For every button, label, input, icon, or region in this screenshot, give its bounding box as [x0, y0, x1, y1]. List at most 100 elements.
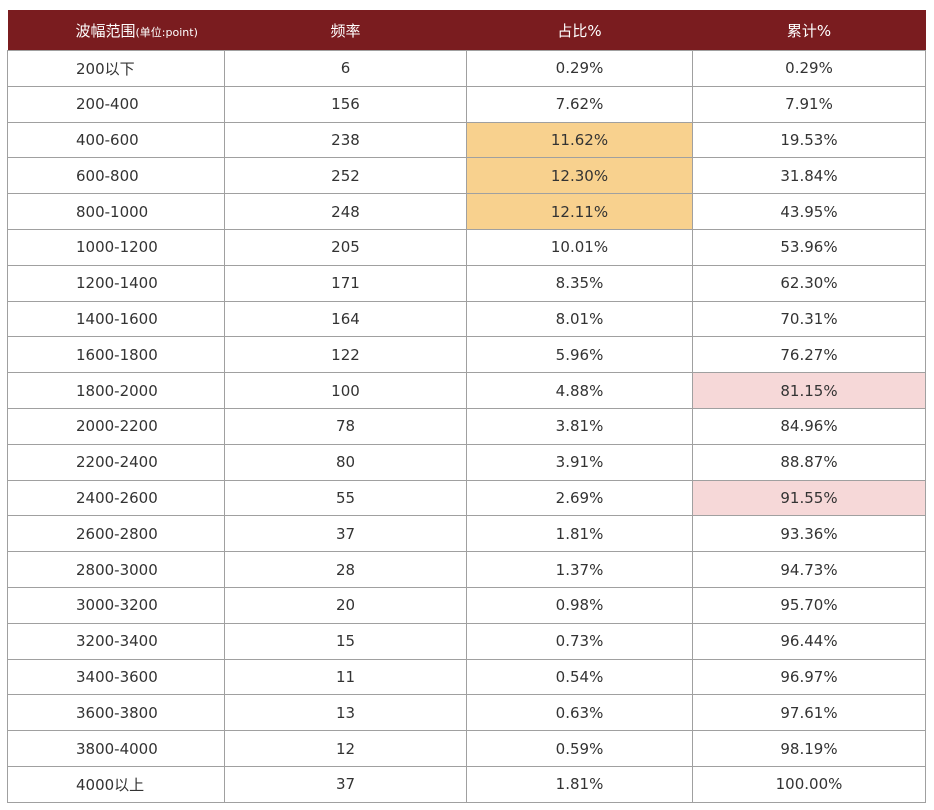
table-row: 1400-1600 164 8.01% 70.31% — [7, 300, 926, 338]
share-cell: 2.69% — [466, 479, 693, 517]
frequency-cell: 100 — [224, 372, 467, 409]
share-cell: 0.29% — [466, 50, 693, 87]
share-cell: 0.73% — [466, 622, 693, 660]
cumulative-cell: 0.29% — [692, 50, 926, 87]
table-row: 1200-1400 171 8.35% 62.30% — [7, 264, 926, 302]
range-cell: 2200-2400 — [7, 443, 225, 481]
share-cell: 5.96% — [466, 336, 693, 374]
cumulative-cell: 19.53% — [692, 121, 926, 159]
table-row: 2800-3000 28 1.37% 94.73% — [7, 551, 926, 588]
table-row: 2400-2600 55 2.69% 91.55% — [7, 479, 926, 517]
frequency-cell: 164 — [224, 300, 467, 338]
share-cell: 1.81% — [466, 515, 693, 553]
range-cell: 2000-2200 — [7, 407, 225, 445]
share-cell: 8.01% — [466, 300, 693, 338]
table-row: 1600-1800 122 5.96% 76.27% — [7, 336, 926, 374]
frequency-cell: 55 — [224, 479, 467, 517]
table-row: 4000以上 37 1.81% 100.00% — [7, 765, 926, 803]
header-row: 波幅范围(单位:point) 频率 占比% 累计% — [7, 10, 926, 51]
table-row: 1800-2000 100 4.88% 81.15% — [7, 372, 926, 409]
table-row: 800-1000 248 12.11% 43.95% — [7, 193, 926, 230]
share-cell: 0.63% — [466, 694, 693, 732]
frequency-cell: 238 — [224, 121, 467, 159]
range-cell: 1400-1600 — [7, 300, 225, 338]
frequency-cell: 20 — [224, 586, 467, 624]
cumulative-cell: 70.31% — [692, 300, 926, 338]
cumulative-cell: 43.95% — [692, 193, 926, 230]
cumulative-cell: 96.44% — [692, 622, 926, 660]
share-cell: 4.88% — [466, 372, 693, 409]
share-cell: 1.81% — [466, 765, 693, 803]
share-cell: 12.11% — [466, 193, 693, 230]
frequency-cell: 6 — [224, 50, 467, 87]
cumulative-cell: 84.96% — [692, 407, 926, 445]
cumulative-cell: 88.87% — [692, 443, 926, 481]
range-cell: 800-1000 — [7, 193, 225, 230]
cumulative-cell: 53.96% — [692, 228, 926, 266]
range-cell: 1600-1800 — [7, 336, 225, 374]
header-cell: 波幅范围(单位:point) — [7, 10, 225, 51]
share-cell: 0.59% — [466, 730, 693, 767]
header-text: 波幅范围 — [75, 21, 136, 40]
frequency-cell: 15 — [224, 622, 467, 660]
frequency-cell: 37 — [224, 515, 467, 553]
cumulative-cell: 62.30% — [692, 264, 926, 302]
frequency-cell: 248 — [224, 193, 467, 230]
range-cell: 400-600 — [7, 121, 225, 159]
table-row: 2600-2800 37 1.81% 93.36% — [7, 515, 926, 553]
range-cell: 600-800 — [7, 157, 225, 195]
header-cell: 累计% — [692, 10, 926, 51]
share-cell: 1.37% — [466, 551, 693, 588]
cumulative-cell: 31.84% — [692, 157, 926, 195]
share-cell: 7.62% — [466, 85, 693, 123]
table-row: 3400-3600 11 0.54% 96.97% — [7, 658, 926, 696]
cumulative-cell: 76.27% — [692, 336, 926, 374]
share-cell: 3.81% — [466, 407, 693, 445]
range-cell: 2400-2600 — [7, 479, 225, 517]
header-unit: (单位:point) — [135, 25, 198, 39]
frequency-cell: 122 — [224, 336, 467, 374]
cumulative-cell: 91.55% — [692, 479, 926, 517]
range-cell: 1200-1400 — [7, 264, 225, 302]
table-row: 3200-3400 15 0.73% 96.44% — [7, 622, 926, 660]
frequency-cell: 12 — [224, 730, 467, 767]
table-row: 2200-2400 80 3.91% 88.87% — [7, 443, 926, 481]
range-cell: 200以下 — [7, 50, 225, 87]
range-cell: 3800-4000 — [7, 730, 225, 767]
header-cell: 占比% — [466, 10, 693, 51]
distribution-table: 波幅范围(单位:point) 频率 占比% 累计% 200以下 6 0.29% 0.2… — [7, 10, 926, 803]
cumulative-cell: 94.73% — [692, 551, 926, 588]
share-cell: 10.01% — [466, 228, 693, 266]
table-row: 200-400 156 7.62% 7.91% — [7, 85, 926, 123]
frequency-cell: 28 — [224, 551, 467, 588]
frequency-cell: 205 — [224, 228, 467, 266]
share-cell: 11.62% — [466, 121, 693, 159]
header-cell: 频率 — [224, 10, 467, 51]
share-cell: 8.35% — [466, 264, 693, 302]
frequency-cell: 78 — [224, 407, 467, 445]
frequency-cell: 11 — [224, 658, 467, 696]
frequency-cell: 80 — [224, 443, 467, 481]
cumulative-cell: 7.91% — [692, 85, 926, 123]
table-row: 1000-1200 205 10.01% 53.96% — [7, 228, 926, 266]
table-row: 3800-4000 12 0.59% 98.19% — [7, 730, 926, 767]
share-cell: 0.54% — [466, 658, 693, 696]
range-cell: 2800-3000 — [7, 551, 225, 588]
share-cell: 12.30% — [466, 157, 693, 195]
table-row: 400-600 238 11.62% 19.53% — [7, 121, 926, 159]
frequency-cell: 156 — [224, 85, 467, 123]
frequency-cell: 13 — [224, 694, 467, 732]
range-cell: 3600-3800 — [7, 694, 225, 732]
range-cell: 4000以上 — [7, 765, 225, 803]
cumulative-cell: 98.19% — [692, 730, 926, 767]
frequency-cell: 171 — [224, 264, 467, 302]
range-cell: 3400-3600 — [7, 658, 225, 696]
cumulative-cell: 81.15% — [692, 372, 926, 409]
range-cell: 2600-2800 — [7, 515, 225, 553]
range-cell: 1800-2000 — [7, 372, 225, 409]
range-cell: 3000-3200 — [7, 586, 225, 624]
cumulative-cell: 97.61% — [692, 694, 926, 732]
table-body: 200以下 6 0.29% 0.29% 200-400 156 7.62% 7.91% 400-… — [7, 50, 926, 803]
share-cell: 3.91% — [466, 443, 693, 481]
